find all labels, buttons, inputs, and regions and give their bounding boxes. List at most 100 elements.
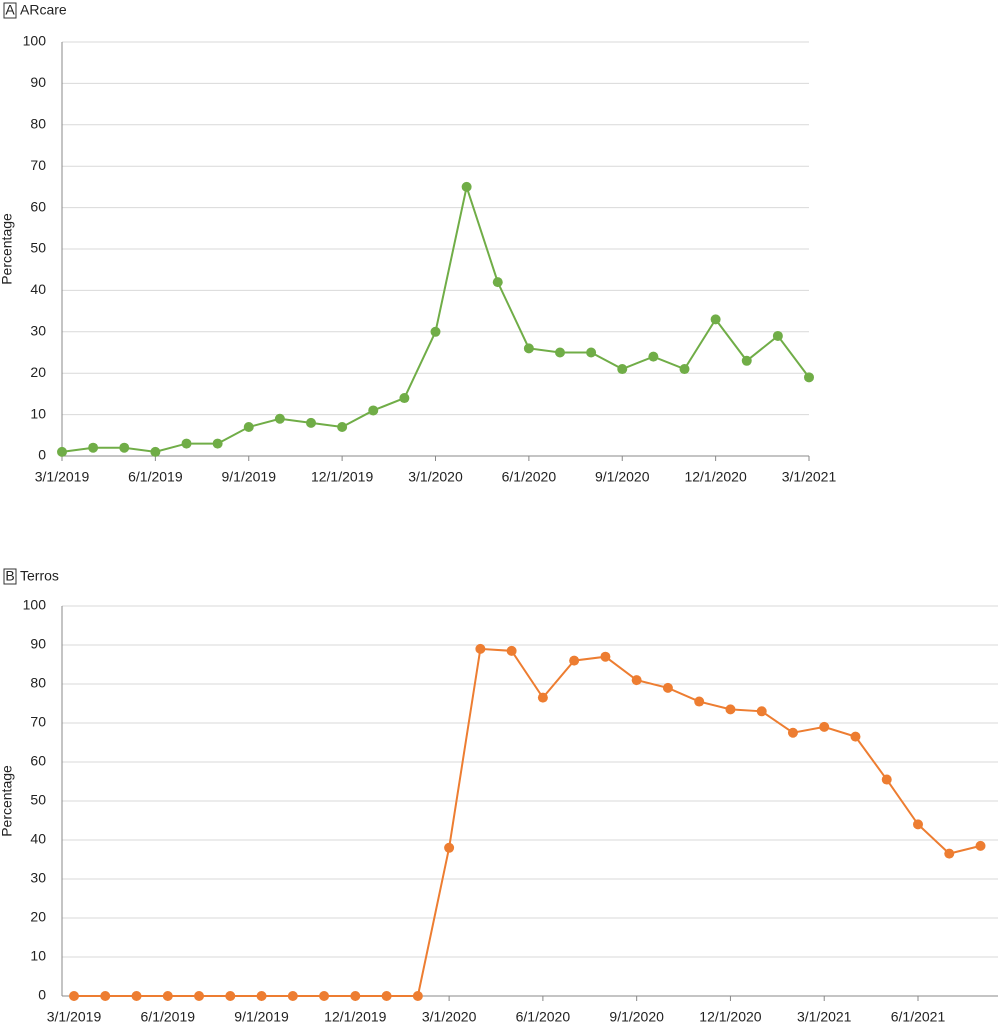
data-point — [181, 438, 192, 449]
y-tick-label: 0 — [38, 987, 46, 1003]
chart-title: Terros — [20, 568, 59, 584]
y-tick-label: 100 — [23, 33, 47, 49]
data-point — [100, 991, 111, 1001]
y-tick-label: 90 — [30, 636, 46, 652]
y-tick-label: 10 — [30, 948, 46, 964]
y-axis-label: Percentage — [0, 213, 15, 285]
data-point — [944, 848, 955, 859]
data-point — [399, 393, 410, 404]
y-tick-label: 50 — [30, 240, 46, 256]
data-point — [648, 351, 659, 362]
data-point — [430, 326, 441, 337]
x-tick-label: 6/1/2019 — [128, 469, 183, 485]
data-point — [225, 991, 236, 1001]
data-point — [679, 364, 690, 375]
data-point — [461, 181, 472, 192]
data-point — [69, 991, 79, 1001]
panel-label-box — [3, 568, 17, 585]
data-point — [274, 413, 285, 424]
data-point — [243, 422, 254, 433]
y-tick-label: 30 — [30, 870, 46, 886]
x-tick-label: 6/1/2019 — [141, 1009, 196, 1025]
y-tick-label: 80 — [30, 116, 46, 132]
data-point — [555, 347, 565, 358]
data-point — [57, 446, 67, 457]
data-point — [725, 704, 736, 715]
data-point — [162, 991, 173, 1001]
x-tick-label: 3/1/2021 — [782, 469, 837, 485]
x-tick-label: 3/1/2021 — [797, 1009, 852, 1025]
data-point — [88, 442, 99, 453]
y-tick-label: 60 — [30, 198, 46, 214]
x-tick-label: 12/1/2019 — [324, 1009, 386, 1025]
data-point — [537, 692, 548, 703]
y-tick-label: 80 — [30, 675, 46, 691]
data-point — [631, 675, 642, 686]
data-point — [881, 774, 892, 785]
data-point — [475, 643, 486, 654]
y-tick-label: 100 — [23, 597, 47, 613]
x-tick-label: 9/1/2020 — [595, 469, 650, 485]
data-point — [569, 655, 580, 666]
data-point — [287, 991, 298, 1001]
data-point — [119, 442, 130, 453]
y-tick-label: 70 — [30, 157, 46, 173]
data-point — [819, 721, 830, 732]
data-point — [804, 372, 814, 383]
y-tick-label: 60 — [30, 753, 46, 769]
data-point — [506, 645, 517, 656]
data-point — [975, 840, 986, 851]
data-point — [444, 842, 455, 853]
x-tick-label: 6/1/2021 — [891, 1009, 946, 1025]
x-tick-label: 3/1/2020 — [422, 1009, 477, 1025]
data-point — [319, 991, 330, 1001]
x-tick-label: 9/1/2019 — [222, 469, 277, 485]
data-point — [492, 277, 503, 288]
data-point — [586, 347, 597, 358]
data-point — [741, 355, 752, 366]
y-tick-label: 20 — [30, 364, 46, 380]
data-point — [381, 991, 392, 1001]
panel-label: A — [5, 2, 15, 18]
y-tick-label: 50 — [30, 792, 46, 808]
x-tick-label: 6/1/2020 — [516, 1009, 571, 1025]
x-tick-label: 3/1/2019 — [47, 1009, 102, 1025]
y-tick-label: 70 — [30, 714, 46, 730]
panel-label: B — [5, 568, 14, 584]
data-point — [694, 696, 705, 707]
x-tick-label: 9/1/2019 — [234, 1009, 289, 1025]
data-point — [600, 651, 611, 662]
x-tick-label: 12/1/2020 — [684, 469, 746, 485]
x-tick-label: 3/1/2020 — [408, 469, 463, 485]
y-tick-label: 40 — [30, 831, 46, 847]
series-line — [74, 647, 981, 997]
data-point — [756, 706, 767, 717]
y-tick-label: 30 — [30, 323, 46, 339]
y-tick-label: 90 — [30, 74, 46, 90]
data-point — [350, 991, 361, 1001]
y-tick-label: 40 — [30, 281, 46, 297]
x-tick-label: 3/1/2019 — [35, 469, 90, 485]
series-line — [61, 183, 810, 453]
x-tick-label: 6/1/2020 — [502, 469, 557, 485]
data-point — [850, 731, 861, 742]
x-tick-label: 12/1/2019 — [311, 469, 373, 485]
data-point — [150, 446, 161, 457]
data-point — [212, 438, 223, 449]
data-point — [617, 364, 628, 375]
y-tick-label: 10 — [30, 405, 46, 421]
data-point — [412, 991, 423, 1001]
x-tick-label: 12/1/2020 — [699, 1009, 761, 1025]
y-tick-label: 0 — [38, 447, 46, 463]
panel-label-box — [3, 2, 17, 19]
data-point — [194, 991, 205, 1001]
data-point — [256, 991, 267, 1001]
x-tick-label: 9/1/2020 — [609, 1009, 664, 1025]
data-point — [710, 314, 721, 325]
chart-title: ARcare — [20, 2, 67, 18]
data-point — [787, 727, 798, 738]
y-axis-label: Percentage — [0, 765, 15, 837]
y-tick-label: 20 — [30, 909, 46, 925]
data-point — [772, 330, 783, 341]
